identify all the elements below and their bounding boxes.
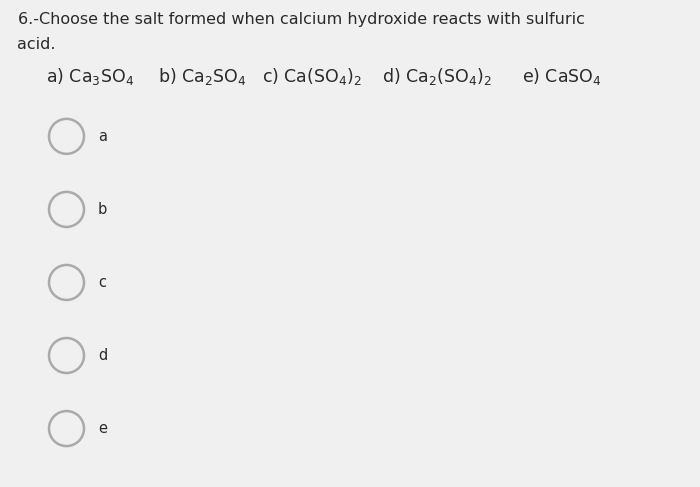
Text: e) $\mathrm{CaSO_4}$: e) $\mathrm{CaSO_4}$ xyxy=(522,66,601,87)
Text: d) $\mathrm{Ca_2(SO_4)_2}$: d) $\mathrm{Ca_2(SO_4)_2}$ xyxy=(382,66,491,87)
Text: b: b xyxy=(98,202,107,217)
Text: e: e xyxy=(98,421,107,436)
Text: c: c xyxy=(98,275,106,290)
Text: b) $\mathrm{Ca_2SO_4}$: b) $\mathrm{Ca_2SO_4}$ xyxy=(158,66,246,87)
Text: c) $\mathrm{Ca(SO_4)_2}$: c) $\mathrm{Ca(SO_4)_2}$ xyxy=(262,66,363,87)
Text: d: d xyxy=(98,348,107,363)
Text: acid.: acid. xyxy=(18,37,56,52)
Text: 6.-Choose the salt formed when calcium hydroxide reacts with sulfuric: 6.-Choose the salt formed when calcium h… xyxy=(18,12,584,27)
Text: a: a xyxy=(98,129,107,144)
Text: a) $\mathrm{Ca_3SO_4}$: a) $\mathrm{Ca_3SO_4}$ xyxy=(46,66,134,87)
